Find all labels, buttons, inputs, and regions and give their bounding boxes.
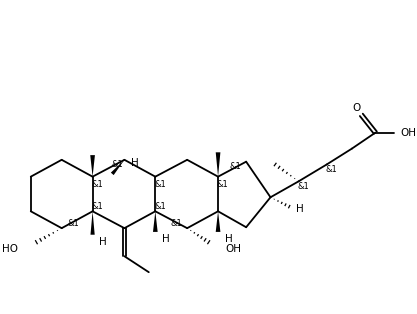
Text: &1: &1: [170, 219, 182, 228]
Text: H: H: [296, 204, 304, 214]
Text: H: H: [99, 237, 107, 247]
Text: H: H: [162, 234, 170, 244]
Polygon shape: [216, 152, 221, 177]
Text: &1: &1: [154, 202, 166, 211]
Text: &1: &1: [217, 180, 229, 189]
Polygon shape: [153, 211, 158, 232]
Text: &1: &1: [67, 219, 79, 228]
Text: &1: &1: [229, 162, 241, 171]
Text: OH: OH: [401, 128, 417, 138]
Polygon shape: [216, 211, 221, 232]
Text: &1: &1: [326, 165, 337, 174]
Text: &1: &1: [91, 202, 103, 211]
Polygon shape: [111, 160, 124, 175]
Text: &1: &1: [154, 180, 166, 189]
Text: H: H: [131, 158, 139, 168]
Polygon shape: [90, 211, 95, 235]
Text: OH: OH: [226, 244, 241, 254]
Text: HO: HO: [2, 244, 18, 254]
Text: &1: &1: [91, 180, 103, 189]
Polygon shape: [90, 155, 95, 177]
Text: O: O: [352, 103, 361, 113]
Text: &1: &1: [297, 181, 309, 191]
Text: H: H: [225, 234, 232, 244]
Text: &1: &1: [111, 160, 123, 169]
